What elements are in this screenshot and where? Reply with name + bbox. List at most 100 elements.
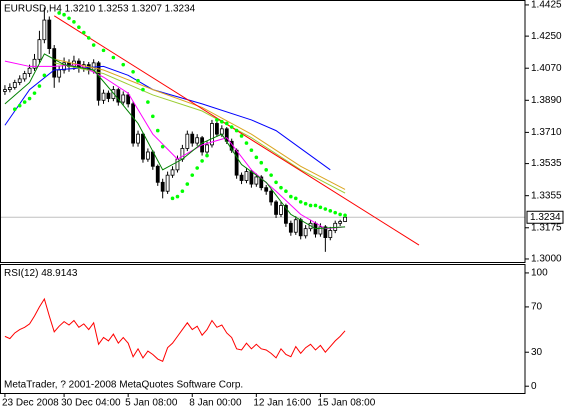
sar-dot xyxy=(190,173,195,177)
x-tick-label: 12 Jan 16:00 xyxy=(253,398,311,409)
candle-body xyxy=(32,58,37,69)
sar-dot xyxy=(279,185,283,190)
indicator-line xyxy=(54,58,346,190)
candle-body xyxy=(131,103,135,144)
x-tick-label: 23 Dec 2008 xyxy=(2,398,59,409)
y-tick-label: 100 xyxy=(531,268,548,279)
sar-dot xyxy=(12,107,17,112)
sar-dot xyxy=(338,212,342,217)
candle-body xyxy=(298,219,303,237)
candle-body xyxy=(343,216,347,222)
sar-dot xyxy=(180,189,185,194)
candle-body xyxy=(160,181,165,192)
candle-body xyxy=(180,148,185,160)
candle-body xyxy=(269,190,274,203)
sar-dot xyxy=(42,73,47,78)
candle-body xyxy=(165,174,170,192)
candle-body xyxy=(219,128,224,135)
sar-dot xyxy=(195,166,199,170)
x-tick-label: 8 Jan 00:00 xyxy=(189,398,242,409)
y-tick-label: 1.4250 xyxy=(531,31,562,42)
candle-body xyxy=(62,62,66,71)
sar-dot xyxy=(121,62,126,67)
candle-body xyxy=(7,87,12,91)
candle-body xyxy=(244,171,249,181)
y-tick-label: 1.3355 xyxy=(531,190,562,201)
candle-body xyxy=(141,133,145,160)
candle-body xyxy=(12,82,17,88)
candle-body xyxy=(3,89,7,92)
candle-body xyxy=(116,89,121,103)
candle-body xyxy=(111,89,116,99)
price-title: EURUSD,H4 1.3210 1.3253 1.3207 1.3234 xyxy=(4,4,196,15)
candle-body xyxy=(264,187,269,192)
y-tick-label: 30 xyxy=(531,347,543,358)
y-tick-label: 1.3000 xyxy=(531,254,562,265)
sar-dot xyxy=(200,159,204,163)
copyright: MetaTrader, ? 2001-2008 MetaQuotes Softw… xyxy=(4,380,243,391)
y-tick-label: 0 xyxy=(531,381,537,392)
candle-body xyxy=(145,151,150,160)
sar-dot xyxy=(284,189,288,194)
candle-body xyxy=(121,94,126,103)
x-tick-label: 15 Jan 08:00 xyxy=(317,398,375,409)
rsi-title: RSI(12) 48.9143 xyxy=(4,268,78,279)
sar-dot xyxy=(27,96,32,101)
candle-body xyxy=(239,174,244,181)
indicator-line xyxy=(4,53,346,230)
sar-dot xyxy=(234,128,239,133)
sar-dot xyxy=(72,20,76,24)
y-tick-label: 1.4070 xyxy=(531,63,562,74)
candle-body xyxy=(27,67,32,74)
sar-dot xyxy=(303,201,308,206)
candle-body xyxy=(57,69,62,78)
sar-dot xyxy=(269,173,273,177)
sar-dot xyxy=(37,84,42,88)
candle-body xyxy=(170,169,175,176)
sar-dot xyxy=(111,55,116,60)
x-tick-label: 30 Dec 04:00 xyxy=(61,398,121,409)
candle-body xyxy=(155,165,160,183)
sar-dot xyxy=(32,91,37,95)
sar-dot xyxy=(343,213,347,218)
candle-body xyxy=(185,133,190,149)
candle-body xyxy=(37,39,42,60)
candle-body xyxy=(22,73,27,80)
candle-body xyxy=(126,94,131,105)
sar-dot xyxy=(323,207,328,211)
y-tick-label: 1.3175 xyxy=(531,222,562,233)
sar-dot xyxy=(86,36,91,40)
sar-dot xyxy=(328,209,333,213)
y-tick-label: 70 xyxy=(531,302,543,313)
candle-body xyxy=(333,222,338,231)
sar-dot xyxy=(185,182,190,186)
sar-dot xyxy=(141,87,145,92)
sar-dot xyxy=(22,100,27,104)
candle-body xyxy=(293,219,298,233)
candle-body xyxy=(17,78,22,83)
candle-body xyxy=(96,62,101,101)
x-tick-label: 5 Jan 08:00 xyxy=(125,398,178,409)
sar-dot xyxy=(91,43,96,47)
candle-body xyxy=(274,201,278,215)
sar-dot xyxy=(215,118,219,122)
candle-body xyxy=(42,19,47,41)
sar-dot xyxy=(155,128,160,133)
indicator-line xyxy=(54,62,346,194)
rsi-frame xyxy=(0,264,526,394)
sar-dot xyxy=(151,114,155,119)
sar-dot xyxy=(131,69,135,74)
sar-dot xyxy=(313,203,318,208)
candle-body xyxy=(328,230,333,238)
y-tick-label: 1.3535 xyxy=(531,158,562,169)
sar-dot xyxy=(205,153,209,158)
y-tick-label: 1.4425 xyxy=(531,0,562,11)
rsi-name: RSI(12) xyxy=(4,268,38,279)
sar-dot xyxy=(224,121,229,126)
sar-dot xyxy=(249,148,254,153)
sar-dot xyxy=(220,119,224,124)
sar-dot xyxy=(160,144,165,149)
sar-dot xyxy=(62,12,66,17)
